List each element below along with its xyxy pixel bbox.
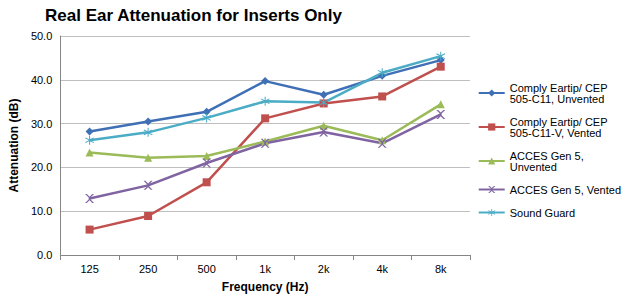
svg-text:Sound Guard: Sound Guard (510, 207, 575, 219)
svg-text:Unvented: Unvented (510, 161, 557, 173)
svg-text:ACCES Gen 5, Vented: ACCES Gen 5, Vented (510, 184, 621, 196)
svg-text:20.0: 20.0 (31, 161, 52, 173)
svg-text:ACCES Gen 5,: ACCES Gen 5, (509, 149, 587, 162)
svg-text:4k: 4k (376, 263, 388, 275)
svg-text:2k: 2k (318, 263, 330, 275)
svg-text:8k: 8k (435, 263, 447, 275)
svg-text:10.0: 10.0 (31, 205, 52, 217)
svg-text:1k: 1k (259, 263, 271, 275)
svg-text:Attenuation (dB): Attenuation (dB) (7, 99, 21, 193)
svg-text:50.0: 50.0 (31, 30, 52, 42)
svg-text:505-C11-V, Vented: 505-C11-V, Vented (510, 127, 602, 139)
svg-text:505-C11, Unvented: 505-C11, Unvented (510, 93, 605, 105)
svg-text:Frequency (Hz): Frequency (Hz) (222, 280, 309, 294)
svg-text:250: 250 (139, 263, 157, 275)
svg-text:30.0: 30.0 (31, 118, 52, 130)
svg-text:0.0: 0.0 (37, 249, 52, 261)
svg-text:Real Ear Attenuation for Inser: Real Ear Attenuation for Inserts Only (45, 6, 342, 25)
svg-text:500: 500 (197, 263, 215, 275)
svg-text:40.0: 40.0 (31, 74, 52, 86)
svg-text:Comply Eartip/ CEP: Comply Eartip/ CEP (509, 115, 611, 128)
svg-text:125: 125 (80, 263, 98, 275)
svg-text:Comply Eartip/ CEP: Comply Eartip/ CEP (509, 81, 611, 94)
